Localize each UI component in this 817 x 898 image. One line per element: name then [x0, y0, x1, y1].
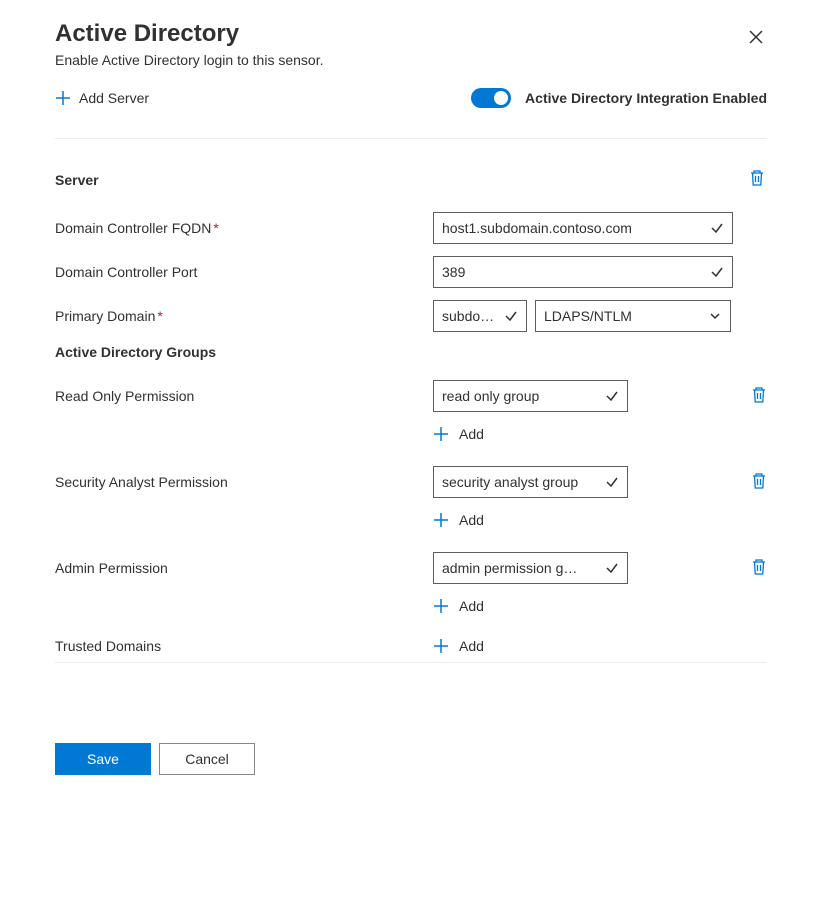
- add-trusted-domain-button[interactable]: Add: [433, 638, 484, 654]
- add-server-label: Add Server: [79, 90, 149, 106]
- auth-method-value: LDAPS/NTLM: [544, 308, 632, 324]
- fqdn-label: Domain Controller FQDN: [55, 220, 211, 236]
- add-label: Add: [459, 638, 484, 654]
- port-dropdown[interactable]: 389: [433, 256, 733, 288]
- primary-domain-value: subdo…: [442, 308, 494, 324]
- add-server-button[interactable]: Add Server: [55, 90, 149, 106]
- save-button[interactable]: Save: [55, 743, 151, 775]
- fqdn-value: host1.subdomain.contoso.com: [442, 220, 632, 236]
- add-label: Add: [459, 512, 484, 528]
- trash-icon: [751, 386, 767, 404]
- delete-read-only-group-button[interactable]: [749, 384, 767, 409]
- trusted-domains-label: Trusted Domains: [55, 638, 433, 654]
- groups-heading: Active Directory Groups: [55, 344, 767, 360]
- primary-domain-label: Primary Domain: [55, 308, 155, 324]
- add-label: Add: [459, 598, 484, 614]
- plus-icon: [433, 426, 449, 442]
- trash-icon: [751, 472, 767, 490]
- checkmark-icon: [605, 389, 619, 403]
- page-subtitle: Enable Active Directory login to this se…: [55, 52, 323, 68]
- trash-icon: [751, 558, 767, 576]
- chevron-down-icon: [708, 309, 722, 323]
- port-label: Domain Controller Port: [55, 264, 197, 280]
- add-security-analyst-group-button[interactable]: Add: [433, 512, 484, 528]
- checkmark-icon: [605, 475, 619, 489]
- delete-security-analyst-group-button[interactable]: [749, 470, 767, 495]
- delete-server-button[interactable]: [747, 167, 767, 192]
- plus-icon: [55, 90, 71, 106]
- cancel-button[interactable]: Cancel: [159, 743, 255, 775]
- close-button[interactable]: [745, 26, 767, 51]
- required-indicator: *: [157, 308, 162, 324]
- add-read-only-group-button[interactable]: Add: [433, 426, 484, 442]
- required-indicator: *: [213, 220, 218, 236]
- checkmark-icon: [710, 265, 724, 279]
- security-analyst-group-dropdown[interactable]: security analyst group: [433, 466, 628, 498]
- admin-permission-label: Admin Permission: [55, 560, 433, 576]
- primary-domain-dropdown[interactable]: subdo…: [433, 300, 527, 332]
- page-title: Active Directory: [55, 20, 323, 48]
- admin-group-value: admin permission g…: [442, 560, 577, 576]
- integration-toggle[interactable]: [471, 88, 511, 108]
- delete-admin-group-button[interactable]: [749, 556, 767, 581]
- plus-icon: [433, 512, 449, 528]
- read-only-label: Read Only Permission: [55, 388, 433, 404]
- fqdn-dropdown[interactable]: host1.subdomain.contoso.com: [433, 212, 733, 244]
- close-icon: [749, 30, 763, 44]
- plus-icon: [433, 638, 449, 654]
- checkmark-icon: [605, 561, 619, 575]
- add-label: Add: [459, 426, 484, 442]
- security-analyst-label: Security Analyst Permission: [55, 474, 433, 490]
- port-value: 389: [442, 264, 465, 280]
- add-admin-group-button[interactable]: Add: [433, 598, 484, 614]
- plus-icon: [433, 598, 449, 614]
- read-only-group-dropdown[interactable]: read only group: [433, 380, 628, 412]
- integration-toggle-label: Active Directory Integration Enabled: [525, 90, 767, 106]
- divider: [55, 662, 767, 663]
- checkmark-icon: [504, 309, 518, 323]
- server-section-title: Server: [55, 172, 99, 188]
- checkmark-icon: [710, 221, 724, 235]
- admin-group-dropdown[interactable]: admin permission g…: [433, 552, 628, 584]
- divider: [55, 138, 767, 139]
- trash-icon: [749, 169, 765, 187]
- read-only-group-value: read only group: [442, 388, 539, 404]
- auth-method-dropdown[interactable]: LDAPS/NTLM: [535, 300, 731, 332]
- security-analyst-group-value: security analyst group: [442, 474, 578, 490]
